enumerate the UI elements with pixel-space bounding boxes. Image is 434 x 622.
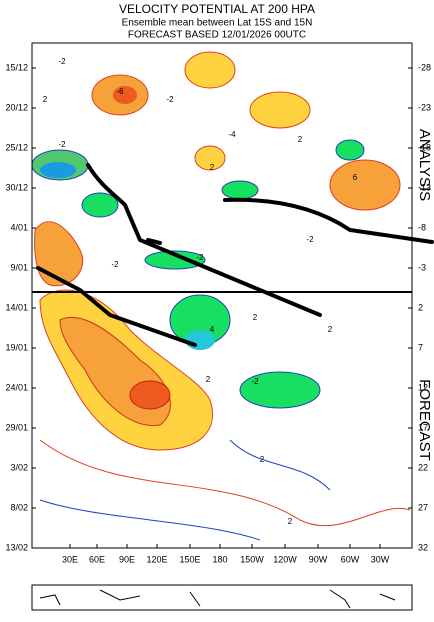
contour-label: 2 xyxy=(210,163,215,172)
contour-label: -2 xyxy=(58,140,66,149)
forecast-label: FORECAST xyxy=(416,379,433,461)
longitude-label: 150E xyxy=(179,554,200,564)
longitude-label: 30W xyxy=(371,554,390,564)
longitude-label: 120E xyxy=(146,554,167,564)
lead-label: 17 xyxy=(418,422,428,432)
lead-label: -3 xyxy=(418,262,426,272)
contours xyxy=(32,51,411,541)
date-label: 8/02 xyxy=(10,502,28,512)
lead-label: 7 xyxy=(418,342,423,352)
date-label: 25/12 xyxy=(5,142,28,152)
propagation-lines xyxy=(36,163,434,347)
date-label: 13/02 xyxy=(5,542,28,552)
analysis-label: ANALYSIS xyxy=(416,129,433,201)
contour-label: -2 xyxy=(196,253,204,262)
contour-label: 2 xyxy=(288,517,293,526)
map-coast xyxy=(39,589,396,609)
longitude-label: 150W xyxy=(240,554,264,564)
contour-label: 2 xyxy=(328,325,333,334)
contour-label: 2 xyxy=(260,455,265,464)
date-label: 19/01 xyxy=(5,342,28,352)
date-label: 9/01 xyxy=(10,262,28,272)
longitude-label: 30E xyxy=(62,554,78,564)
lead-label: -8 xyxy=(418,222,426,232)
contour-label: 6 xyxy=(353,173,358,182)
lead-label: -23 xyxy=(418,102,431,112)
contour-label: 2 xyxy=(206,375,211,384)
longitude-label: 120W xyxy=(273,554,297,564)
date-label: 15/12 xyxy=(5,62,28,72)
longitude-label: 90E xyxy=(119,554,135,564)
date-label: 3/02 xyxy=(10,462,28,472)
longitude-label: 90W xyxy=(309,554,328,564)
longitude-label: 60E xyxy=(89,554,105,564)
lead-label: -28 xyxy=(418,62,431,72)
contour-label: -2 xyxy=(306,235,314,244)
forecast-line: FORECAST BASED 12/01/2026 00UTC xyxy=(128,30,306,41)
subtitle: Ensemble mean between Lat 15S and 15N xyxy=(122,18,313,29)
lead-label: 22 xyxy=(418,462,428,472)
longitude-label: 180 xyxy=(212,554,227,564)
date-label: 24/01 xyxy=(5,382,28,392)
contour-label: 4 xyxy=(210,325,215,334)
date-label: 20/12 xyxy=(5,102,28,112)
date-label: 4/01 xyxy=(10,222,28,232)
longitude-label: 60W xyxy=(341,554,360,564)
map-strip xyxy=(31,584,413,611)
contour-label: -2 xyxy=(251,377,259,386)
date-label: 30/12 xyxy=(5,182,28,192)
date-label: 14/01 xyxy=(5,302,28,312)
contour-label: 2 xyxy=(253,313,258,322)
contour-label: 2 xyxy=(298,135,303,144)
lead-label: 12 xyxy=(418,382,428,392)
date-label: 29/01 xyxy=(5,422,28,432)
contour-label: 2 xyxy=(43,95,48,104)
contour-label: -2 xyxy=(111,260,119,269)
title: VELOCITY POTENTIAL AT 200 HPA xyxy=(119,2,315,16)
contour-label: -2 xyxy=(166,95,174,104)
lead-label: -13 xyxy=(418,182,431,192)
lead-label: 2 xyxy=(418,302,423,312)
lead-label: -18 xyxy=(418,142,431,152)
plot-frame xyxy=(31,42,413,549)
lead-label: 27 xyxy=(418,502,428,512)
contour-label: -4 xyxy=(228,130,236,139)
contour-label: -6 xyxy=(116,87,124,96)
contour-label: -2 xyxy=(58,57,66,66)
lead-label: 32 xyxy=(418,542,428,552)
